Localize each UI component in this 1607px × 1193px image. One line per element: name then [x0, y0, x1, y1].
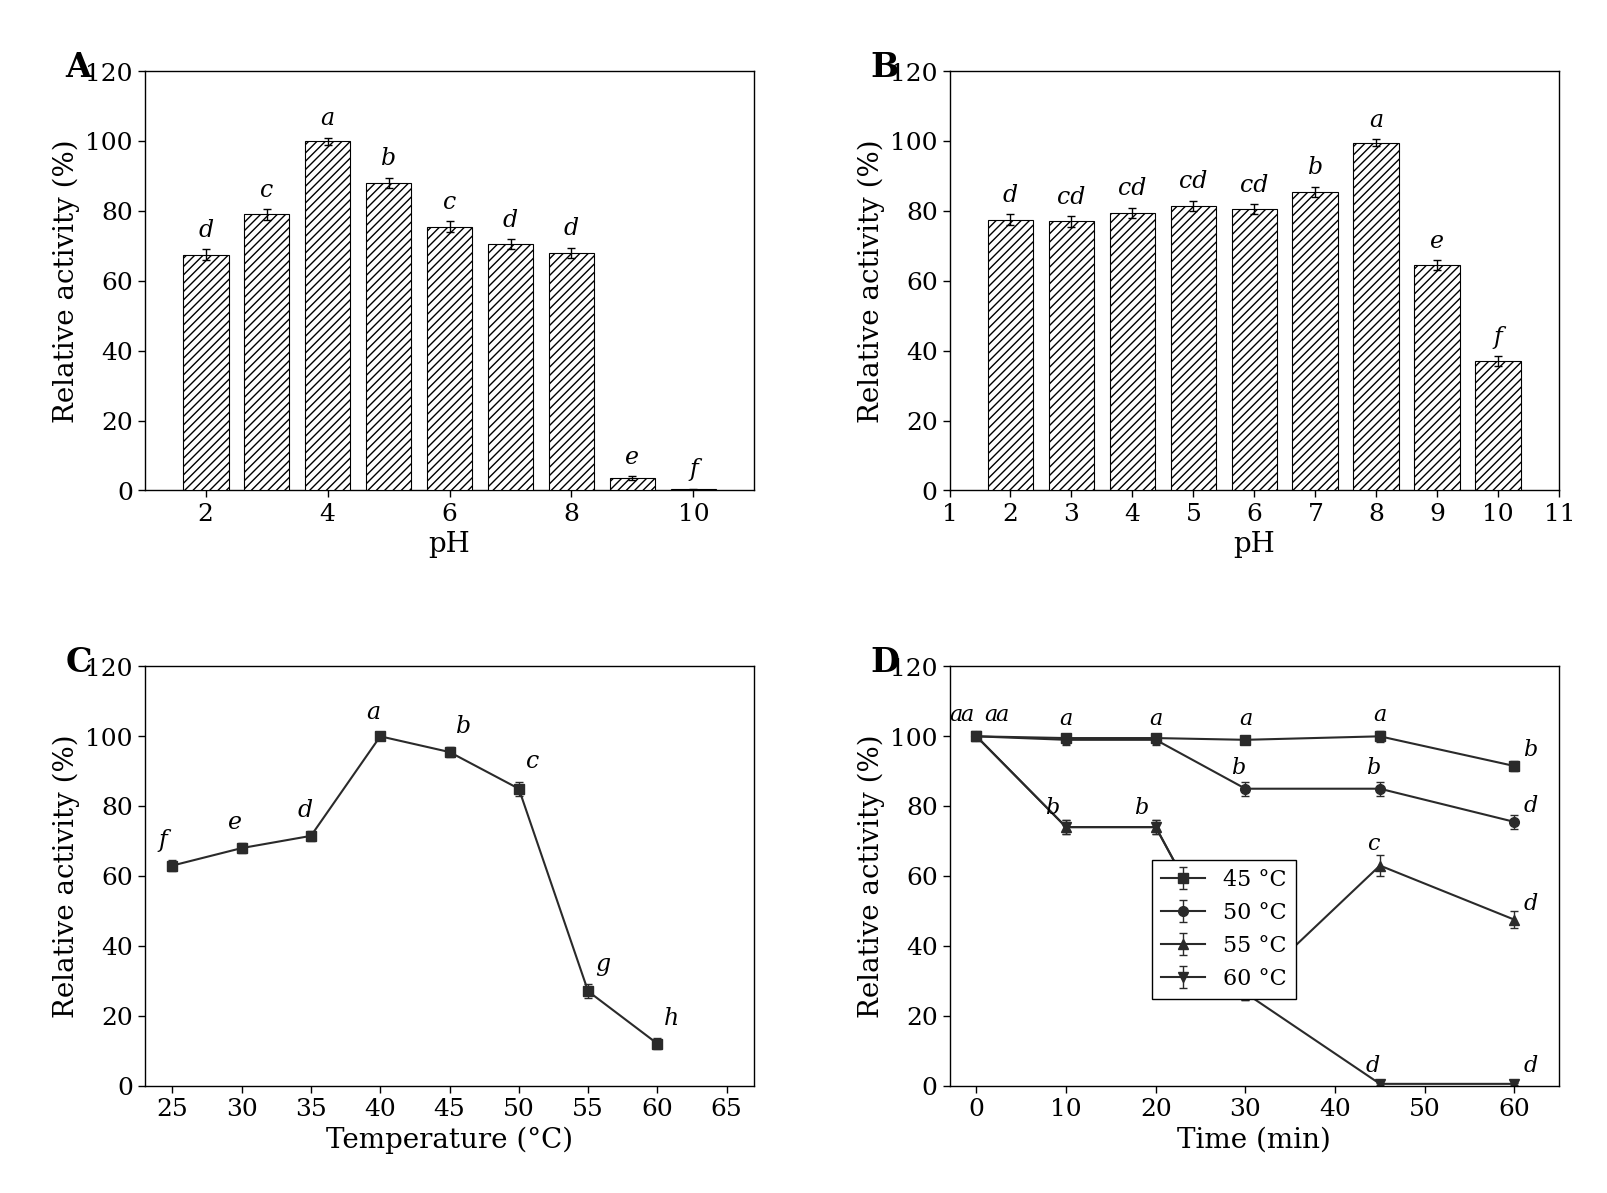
Y-axis label: Relative activity (%): Relative activity (%): [857, 140, 884, 422]
Text: b: b: [1523, 738, 1538, 761]
Bar: [426, 227, 472, 490]
Text: c: c: [260, 179, 273, 202]
Text: d: d: [1523, 795, 1538, 817]
Text: d: d: [198, 220, 214, 242]
Text: e: e: [1430, 229, 1443, 253]
Text: cd: cd: [1057, 186, 1085, 209]
Bar: [987, 220, 1033, 490]
Text: b: b: [381, 148, 395, 171]
Text: a: a: [995, 704, 1008, 727]
Bar: [1048, 222, 1094, 490]
Text: f: f: [1493, 326, 1503, 348]
Bar: [1109, 214, 1155, 490]
Bar: [487, 245, 534, 490]
Bar: [1353, 143, 1398, 490]
Bar: [1170, 206, 1216, 490]
Text: a: a: [1149, 707, 1162, 729]
Bar: [305, 142, 350, 490]
Bar: [609, 478, 656, 490]
Text: b: b: [1135, 797, 1149, 818]
Text: c: c: [525, 750, 538, 773]
Text: h: h: [664, 1007, 680, 1030]
Bar: [1475, 361, 1520, 490]
Text: d: d: [564, 217, 579, 240]
Text: e: e: [228, 811, 241, 834]
Bar: [366, 184, 411, 490]
Text: C: C: [66, 645, 92, 679]
X-axis label: Time (min): Time (min): [1176, 1126, 1331, 1152]
Text: b: b: [1045, 797, 1059, 818]
Y-axis label: Relative activity (%): Relative activity (%): [53, 735, 80, 1018]
Text: e: e: [625, 446, 640, 469]
X-axis label: pH: pH: [1233, 531, 1274, 558]
Text: D: D: [869, 645, 898, 679]
Bar: [244, 215, 289, 490]
Legend: 45 °C, 50 °C, 55 °C, 60 °C: 45 °C, 50 °C, 55 °C, 60 °C: [1152, 860, 1295, 999]
Text: c: c: [444, 191, 456, 214]
Text: cd: cd: [1118, 177, 1146, 200]
Text: d: d: [503, 209, 517, 231]
Bar: [183, 255, 228, 490]
Text: b: b: [1231, 756, 1245, 778]
Bar: [1231, 210, 1278, 490]
Text: b: b: [456, 715, 471, 738]
Y-axis label: Relative activity (%): Relative activity (%): [857, 735, 884, 1018]
Text: B: B: [869, 50, 898, 84]
Text: b: b: [1308, 156, 1323, 179]
Text: d: d: [1003, 184, 1017, 208]
Text: g: g: [595, 953, 611, 976]
Text: c: c: [1239, 963, 1252, 984]
Text: a: a: [983, 704, 998, 727]
Text: d: d: [1523, 892, 1538, 915]
Text: f: f: [159, 829, 167, 852]
Text: b: b: [1366, 756, 1379, 778]
X-axis label: pH: pH: [429, 531, 471, 558]
Bar: [1292, 192, 1339, 490]
Text: d: d: [1523, 1055, 1538, 1077]
Text: f: f: [689, 458, 697, 481]
Text: c: c: [1368, 833, 1379, 855]
Text: a: a: [1369, 109, 1384, 132]
Text: cd: cd: [1241, 174, 1268, 197]
Text: a: a: [1239, 707, 1252, 729]
Text: a: a: [1059, 707, 1072, 729]
Bar: [548, 253, 595, 490]
X-axis label: Temperature (°C): Temperature (°C): [326, 1126, 574, 1154]
Text: cd: cd: [1180, 171, 1207, 193]
Bar: [1414, 265, 1459, 490]
Text: A: A: [66, 50, 92, 84]
Text: a: a: [320, 107, 334, 130]
Text: a: a: [1372, 704, 1387, 727]
Y-axis label: Relative activity (%): Relative activity (%): [53, 140, 80, 422]
Text: a: a: [961, 704, 974, 727]
Text: d: d: [1366, 1055, 1379, 1077]
Text: a: a: [950, 704, 963, 727]
Text: d: d: [297, 799, 312, 822]
Text: a: a: [366, 701, 381, 724]
